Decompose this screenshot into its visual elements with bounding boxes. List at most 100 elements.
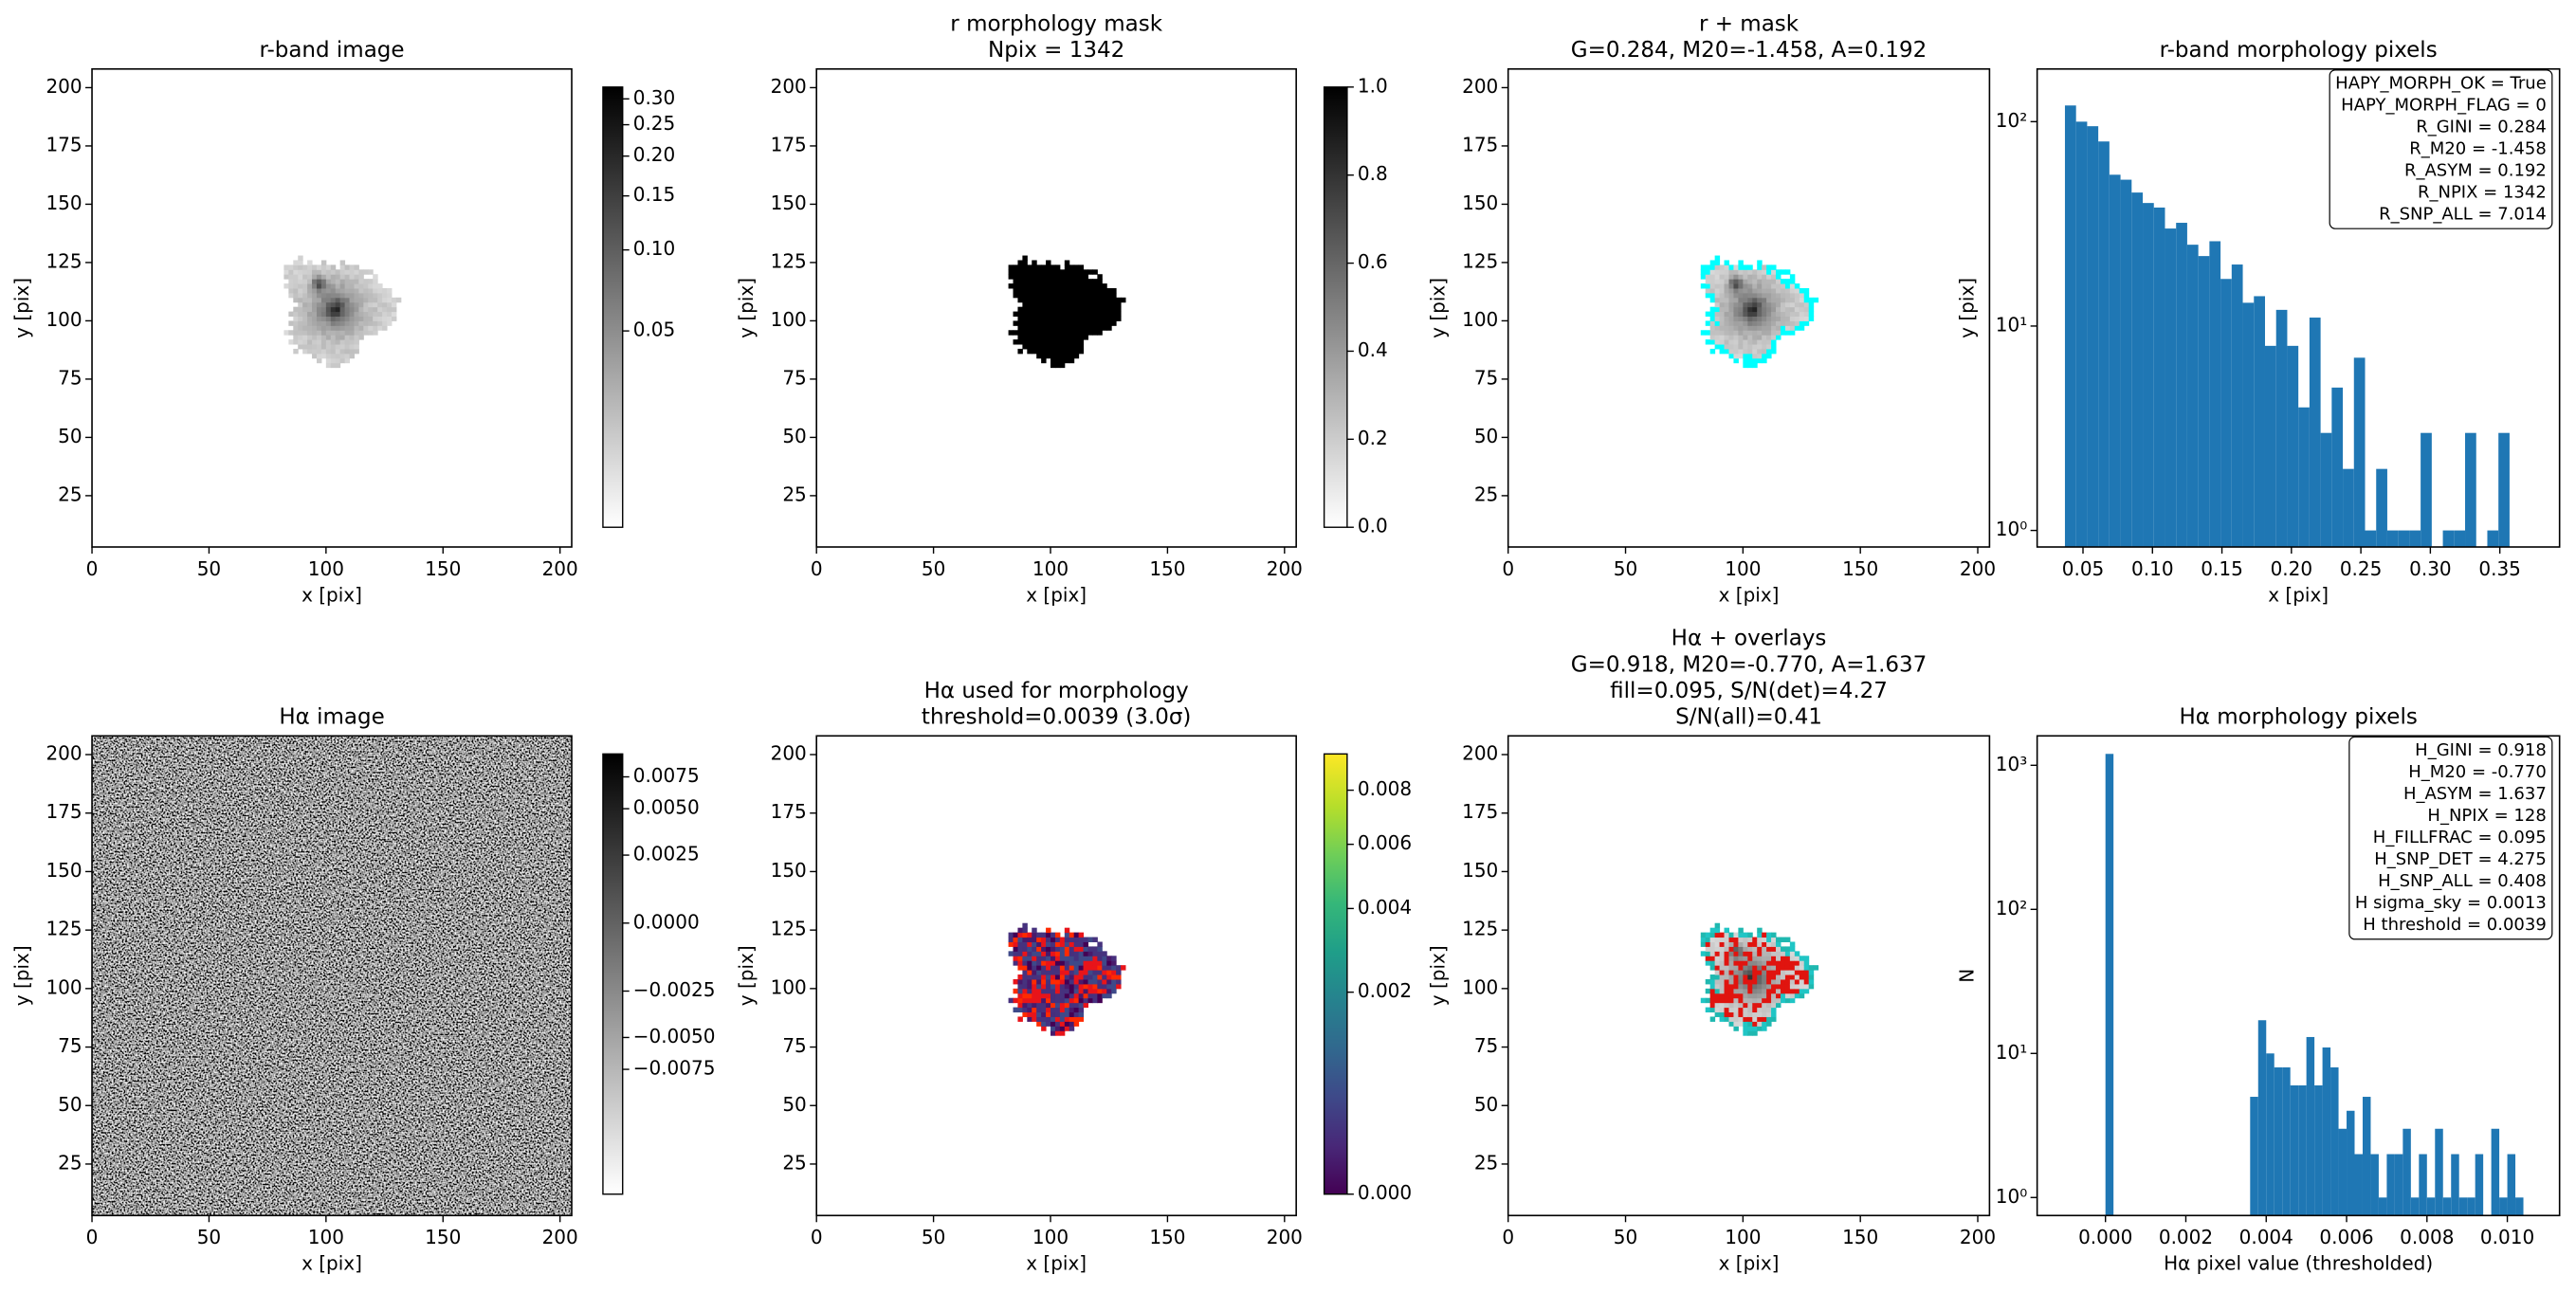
image-pixel — [1054, 965, 1061, 971]
image-pixel — [1050, 970, 1056, 975]
image-pixel — [1700, 932, 1707, 938]
image-pixel — [1092, 330, 1098, 336]
image-pixel — [1078, 335, 1085, 340]
image-pixel — [1046, 927, 1051, 934]
image-pixel — [316, 348, 322, 355]
image-pixel — [1116, 297, 1122, 303]
y-tick-label: 25 — [58, 1151, 82, 1174]
image-pixel — [1789, 960, 1796, 966]
image-pixel — [1771, 330, 1777, 336]
image-pixel — [293, 348, 299, 355]
image-pixel — [1017, 983, 1023, 990]
image-pixel — [1064, 330, 1070, 336]
image-pixel — [335, 269, 341, 275]
image-pixel — [1762, 357, 1767, 364]
image-pixel — [1073, 353, 1080, 359]
image-pixel — [1087, 325, 1093, 331]
image-pixel — [1022, 297, 1028, 303]
image-pixel — [316, 283, 322, 289]
image-pixel — [1046, 330, 1051, 336]
image-pixel — [387, 311, 393, 318]
x-tick-label: 200 — [1960, 557, 1996, 580]
image-pixel — [1752, 941, 1758, 947]
image-pixel — [349, 320, 355, 326]
image-pixel — [368, 283, 374, 289]
image-pixel — [325, 301, 332, 308]
image-pixel — [1059, 274, 1066, 280]
image-pixel — [1705, 978, 1711, 985]
image-pixel — [1728, 956, 1734, 961]
image-pixel — [1087, 316, 1093, 321]
y-tick-label: 10¹ — [1996, 313, 2027, 336]
image-pixel — [1083, 335, 1088, 340]
image-pixel — [1752, 997, 1758, 1004]
image-pixel — [330, 306, 337, 313]
image-pixel — [1747, 292, 1753, 299]
image-pixel — [1054, 301, 1061, 308]
image-pixel — [1083, 978, 1088, 985]
image-pixel — [1743, 1016, 1748, 1022]
image-pixel — [312, 306, 318, 313]
image-pixel — [1069, 325, 1075, 331]
image-pixel — [1728, 1011, 1734, 1017]
image-pixel — [1017, 937, 1023, 942]
image-pixel — [1064, 311, 1070, 318]
image-pixel — [298, 297, 303, 303]
image-pixel — [1794, 978, 1800, 985]
image-pixel — [1073, 983, 1080, 990]
image-pixel — [1022, 960, 1028, 966]
image-pixel — [1719, 1007, 1726, 1013]
image-pixel — [1041, 946, 1047, 952]
image-pixel — [1743, 974, 1748, 980]
image-pixel — [1714, 997, 1721, 1004]
image-pixel — [1733, 292, 1739, 299]
image-pixel — [1794, 951, 1800, 956]
image-pixel — [1747, 974, 1753, 980]
image-pixel — [1705, 946, 1711, 952]
image-pixel — [335, 348, 341, 355]
image-pixel — [1022, 937, 1028, 942]
image-pixel — [1073, 306, 1080, 313]
image-pixel — [1092, 993, 1098, 999]
image-pixel — [1059, 1026, 1066, 1031]
image-pixel — [298, 325, 303, 331]
image-pixel — [1733, 1002, 1739, 1009]
image-pixel — [1046, 274, 1051, 280]
image-pixel — [1738, 956, 1744, 961]
image-pixel — [1771, 1002, 1777, 1009]
image-pixel — [344, 330, 351, 336]
image-pixel — [1719, 279, 1726, 284]
image-pixel — [1022, 978, 1028, 985]
image-pixel — [1766, 965, 1772, 971]
image-pixel — [1752, 320, 1758, 326]
image-pixel — [293, 335, 299, 340]
image-pixel — [1719, 335, 1726, 340]
y-tick-label: 75 — [1474, 1034, 1498, 1057]
image-pixel — [1069, 951, 1075, 956]
image-pixel — [1771, 974, 1777, 980]
bar — [2338, 1128, 2348, 1216]
axes-frame — [2036, 67, 2561, 548]
image-pixel — [1017, 965, 1023, 971]
image-pixel — [1059, 1021, 1066, 1027]
x-tick-label: 200 — [542, 1226, 578, 1248]
image-pixel — [1724, 974, 1729, 980]
image-pixel — [349, 348, 355, 355]
image-pixel — [391, 316, 397, 321]
image-pixel — [1013, 264, 1018, 270]
image-pixel — [1046, 1007, 1051, 1013]
image-pixel — [335, 330, 341, 336]
image-pixel — [1752, 283, 1758, 289]
image-pixel — [1757, 344, 1763, 350]
image-pixel — [1078, 956, 1085, 961]
image-pixel — [1752, 297, 1758, 303]
image-pixel — [1762, 974, 1767, 980]
image-pixel — [1078, 974, 1085, 980]
image-pixel — [1709, 335, 1716, 340]
image-pixel — [335, 335, 341, 340]
image-pixel — [1046, 292, 1051, 299]
image-pixel — [1728, 269, 1734, 275]
annotation-text: H_SNP_ALL = 0.408 — [2378, 871, 2547, 891]
image-pixel — [1041, 983, 1047, 990]
image-pixel — [1059, 311, 1066, 318]
